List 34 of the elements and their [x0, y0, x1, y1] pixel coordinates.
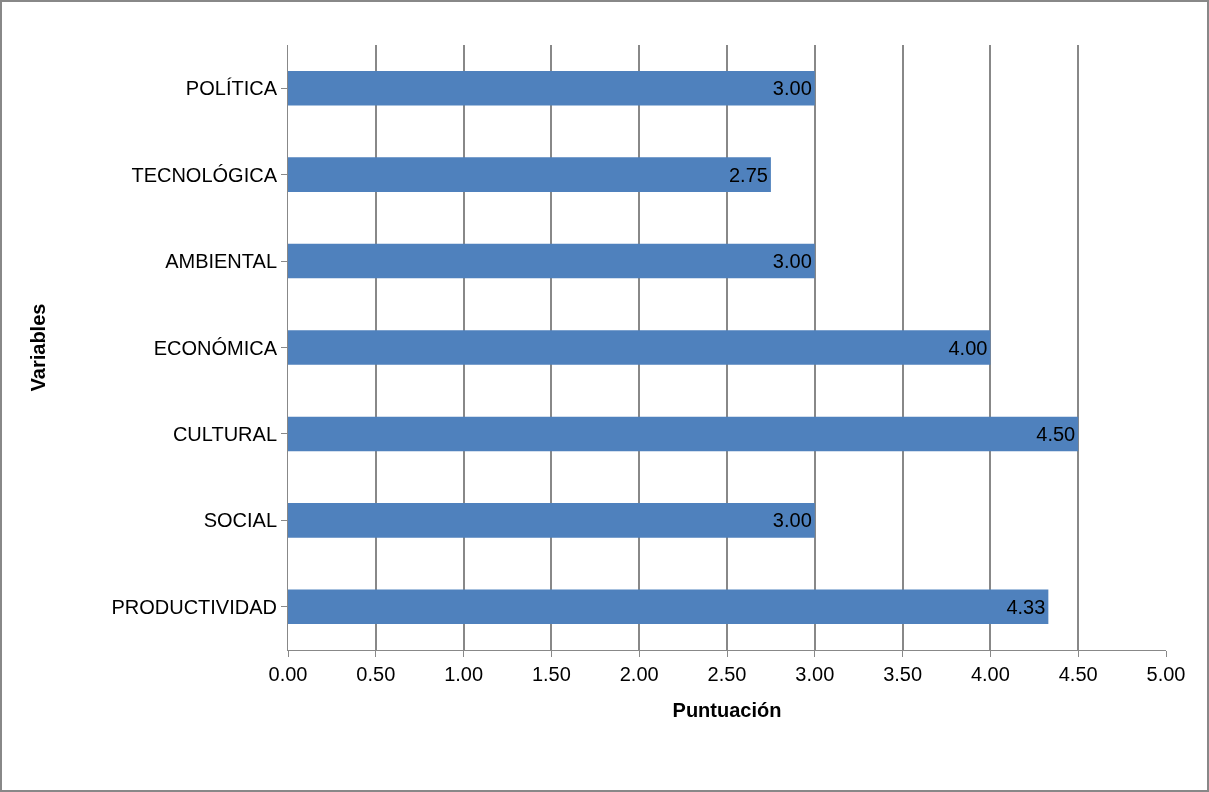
y-tick-label: POLÍTICA [185, 77, 278, 100]
x-tick-label: 4.00 [970, 663, 1010, 685]
x-axis-title: Puntuación [672, 698, 782, 721]
bar [288, 243, 815, 279]
bar [288, 70, 815, 106]
bar [288, 416, 1079, 452]
data-label: 3.00 [772, 509, 812, 532]
y-axis-title: Variables [26, 303, 49, 392]
data-label: 4.33 [1006, 595, 1046, 618]
y-tick-label: ECONÓMICA [153, 336, 278, 359]
bar [288, 157, 771, 192]
y-tick-label: AMBIENTAL [165, 250, 277, 273]
data-label: 3.00 [772, 250, 812, 273]
bar [288, 589, 1049, 625]
bar [288, 503, 815, 538]
x-tick-label: 3.00 [795, 663, 835, 685]
x-tick-label: 3.50 [883, 663, 923, 685]
x-tick-label: 2.50 [707, 663, 747, 685]
data-label: 4.50 [1036, 422, 1076, 445]
x-tick-label: 2.00 [619, 663, 659, 685]
x-tick-label: 1.50 [531, 663, 571, 685]
data-label: 2.75 [728, 163, 768, 186]
y-tick-label: CULTURAL [172, 422, 277, 445]
y-tick-label: TECNOLÓGICA [131, 163, 278, 186]
y-tick-label: PRODUCTIVIDAD [111, 595, 277, 618]
x-tick-label: 0.50 [356, 663, 396, 685]
x-tick-label: 0.00 [268, 663, 308, 685]
data-label: 3.00 [772, 77, 812, 100]
y-tick-label: SOCIAL [203, 509, 277, 532]
x-tick-label: 4.50 [1058, 663, 1098, 685]
bar [288, 330, 991, 365]
data-label: 4.00 [948, 336, 988, 359]
x-tick-label: 1.00 [444, 663, 484, 685]
x-tick-label: 5.00 [1146, 663, 1186, 685]
